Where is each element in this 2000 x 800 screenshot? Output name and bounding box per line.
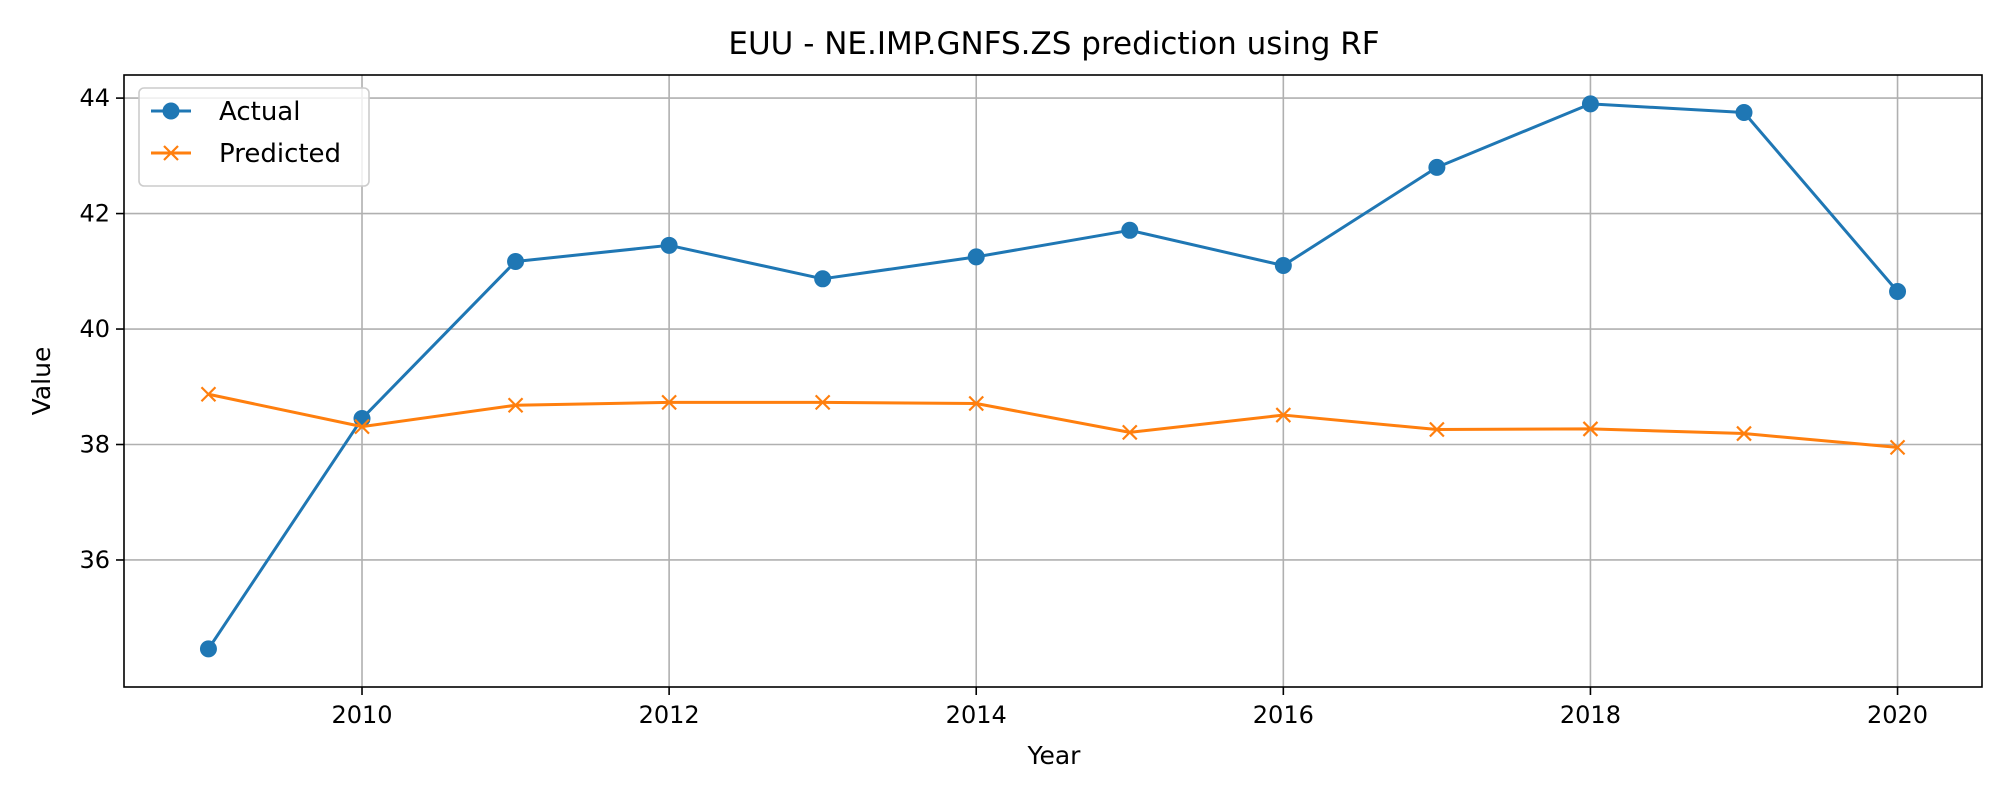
y-axis-title: Value: [27, 347, 56, 416]
plot-frame: [123, 74, 1983, 688]
y-tick-label: 38: [79, 431, 110, 459]
predicted-point-stroke: [1582, 421, 1599, 437]
predicted-point-stroke: [968, 395, 985, 412]
actual-point: [967, 248, 985, 266]
predicted-point: [507, 397, 524, 414]
legend-item-predicted: Predicted: [151, 139, 341, 169]
actual-point: [1428, 158, 1446, 176]
predicted-point: [1889, 439, 1906, 456]
predicted-point-stroke: [661, 394, 677, 411]
legend: Actual Predicted: [138, 87, 370, 187]
x-tick-label: 2016: [1253, 701, 1314, 729]
legend-swatch-marker: [163, 145, 179, 161]
y-tick-label: 42: [79, 200, 110, 228]
actual-point: [1889, 283, 1907, 301]
x-tick-label: 2010: [331, 701, 392, 729]
actual-point: [1581, 95, 1599, 113]
predicted-point-stroke: [507, 397, 524, 414]
axis-layer: 2010 2012 2014 2016 2018 2020 36 38 40 42 44: [79, 84, 1928, 729]
predicted-point: [814, 394, 831, 411]
predicted-point-stroke: [1275, 407, 1292, 423]
predicted-point: [1429, 421, 1445, 438]
actual-point: [1274, 257, 1292, 275]
predicted-point: [661, 394, 677, 411]
series-predicted: [200, 386, 1906, 456]
predicted-point-stroke: [1121, 424, 1138, 441]
legend-box: [138, 87, 370, 187]
actual-point: [814, 270, 832, 288]
predicted-point-stroke: [814, 394, 831, 411]
x-tick-label: 2014: [946, 701, 1007, 729]
predicted-line: [206, 392, 1900, 449]
predicted-point-stroke: [354, 418, 370, 435]
y-tick-label: 36: [79, 546, 110, 574]
actual-point: [199, 640, 217, 658]
actual-point: [507, 252, 525, 270]
series-layer: [199, 95, 1907, 658]
legend-item-actual: Actual: [151, 97, 300, 127]
predicted-point-stroke: [1736, 425, 1752, 442]
predicted-point-stroke: [1429, 421, 1445, 438]
y-tick-label: 40: [79, 315, 110, 343]
predicted-point: [1121, 424, 1138, 441]
legend-label: Actual: [219, 97, 300, 127]
chart-title: EUU - NE.IMP.GNFS.ZS prediction using RF: [728, 26, 1379, 62]
predicted-point: [1582, 421, 1599, 437]
x-tick-label: 2012: [639, 701, 700, 729]
legend-label: Predicted: [219, 139, 341, 169]
predicted-point-stroke: [200, 386, 217, 403]
predicted-point: [1736, 425, 1752, 442]
actual-point: [660, 236, 678, 254]
actual-point: [1121, 221, 1139, 239]
x-tick-label: 2020: [1867, 701, 1928, 729]
predicted-point: [200, 386, 217, 403]
actual-line: [206, 102, 1900, 651]
grid-layer: [124, 75, 1982, 687]
series-actual: [199, 95, 1907, 658]
legend-swatch-marker: [162, 102, 180, 120]
actual-point: [1735, 104, 1753, 122]
predicted-point: [968, 395, 985, 412]
y-tick-label: 44: [79, 84, 110, 112]
predicted-point-stroke: [1889, 439, 1906, 456]
x-axis-title: Year: [1027, 741, 1082, 770]
predicted-point: [354, 418, 370, 435]
predicted-point: [1275, 407, 1292, 423]
x-tick-label: 2018: [1560, 701, 1621, 729]
legend-swatch-marker-stroke: [163, 145, 179, 161]
